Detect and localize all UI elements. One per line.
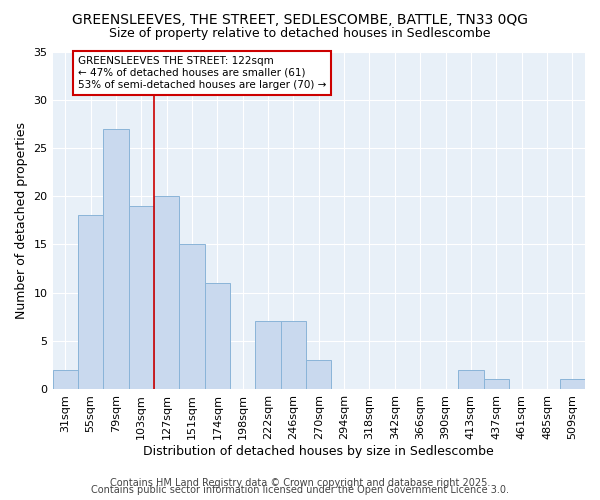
- Bar: [205, 283, 230, 389]
- Text: GREENSLEEVES, THE STREET, SEDLESCOMBE, BATTLE, TN33 0QG: GREENSLEEVES, THE STREET, SEDLESCOMBE, B…: [72, 12, 528, 26]
- Bar: [458, 370, 484, 389]
- Text: Size of property relative to detached houses in Sedlescombe: Size of property relative to detached ho…: [109, 28, 491, 40]
- Bar: [128, 206, 154, 389]
- Bar: [256, 322, 281, 389]
- Bar: [306, 360, 331, 389]
- Bar: [560, 380, 585, 389]
- Bar: [53, 370, 78, 389]
- Bar: [103, 128, 128, 389]
- X-axis label: Distribution of detached houses by size in Sedlescombe: Distribution of detached houses by size …: [143, 444, 494, 458]
- Text: Contains HM Land Registry data © Crown copyright and database right 2025.: Contains HM Land Registry data © Crown c…: [110, 478, 490, 488]
- Bar: [281, 322, 306, 389]
- Text: Contains public sector information licensed under the Open Government Licence 3.: Contains public sector information licen…: [91, 485, 509, 495]
- Text: GREENSLEEVES THE STREET: 122sqm
← 47% of detached houses are smaller (61)
53% of: GREENSLEEVES THE STREET: 122sqm ← 47% of…: [78, 56, 326, 90]
- Bar: [154, 196, 179, 389]
- Bar: [179, 244, 205, 389]
- Y-axis label: Number of detached properties: Number of detached properties: [15, 122, 28, 318]
- Bar: [484, 380, 509, 389]
- Bar: [78, 216, 103, 389]
